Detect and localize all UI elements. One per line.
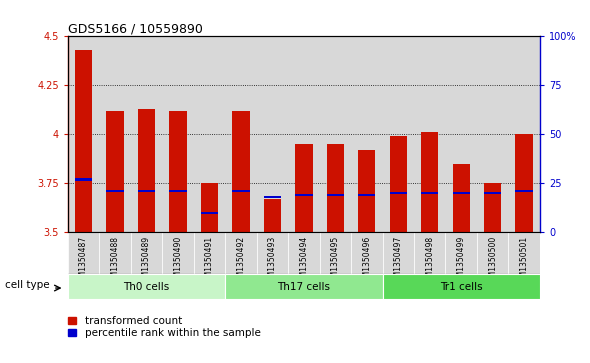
Bar [257,36,288,232]
Bar [516,190,533,192]
Bar [389,192,407,194]
Bar [169,111,186,232]
Legend: transformed count, percentile rank within the sample: transformed count, percentile rank withi… [68,316,260,338]
Bar [99,36,131,232]
Text: GSM1350489: GSM1350489 [142,236,151,287]
Bar [327,144,344,232]
Bar [484,192,502,194]
Bar [162,232,194,274]
Text: GSM1350500: GSM1350500 [488,236,497,287]
Bar [68,36,99,232]
Text: Tr1 cells: Tr1 cells [440,282,483,292]
Bar [477,232,509,274]
Bar [288,232,320,274]
Text: GSM1350493: GSM1350493 [268,236,277,287]
Bar [295,194,313,196]
Bar [201,212,218,214]
Bar [131,36,162,232]
Bar [421,192,438,194]
Bar [351,232,382,274]
Bar [138,109,155,232]
Bar [445,232,477,274]
Bar [232,111,250,232]
Bar [414,36,445,232]
Bar [232,190,250,192]
Bar [169,190,186,192]
Text: GSM1350499: GSM1350499 [457,236,466,287]
Bar [295,144,313,232]
Text: GSM1350497: GSM1350497 [394,236,403,287]
Bar [445,36,477,232]
Bar [68,232,99,274]
Bar [453,192,470,194]
Bar [194,232,225,274]
Bar [351,36,382,232]
Bar [389,136,407,232]
Bar [225,36,257,232]
Text: Th17 cells: Th17 cells [277,282,330,292]
Text: GSM1350494: GSM1350494 [299,236,309,287]
Bar [225,274,382,299]
Bar [75,50,92,232]
Text: GSM1350491: GSM1350491 [205,236,214,287]
Bar [264,199,281,232]
Bar [320,36,351,232]
Bar [138,190,155,192]
Bar [162,36,194,232]
Bar [484,183,502,232]
Bar [477,36,509,232]
Text: GSM1350490: GSM1350490 [173,236,182,287]
Bar [382,274,540,299]
Text: GSM1350498: GSM1350498 [425,236,434,287]
Bar [225,232,257,274]
Bar [358,150,375,232]
Bar [75,178,92,180]
Bar [106,190,124,192]
Bar [68,274,225,299]
Text: GDS5166 / 10559890: GDS5166 / 10559890 [68,22,203,35]
Text: GSM1350488: GSM1350488 [110,236,120,287]
Text: GSM1350495: GSM1350495 [331,236,340,287]
Bar [264,196,281,198]
Bar [131,232,162,274]
Bar [453,164,470,232]
Bar [382,232,414,274]
Bar [320,232,351,274]
Bar [509,36,540,232]
Text: GSM1350501: GSM1350501 [520,236,529,287]
Bar [509,232,540,274]
Bar [414,232,445,274]
Text: GSM1350492: GSM1350492 [237,236,245,287]
Bar [358,194,375,196]
Bar [201,183,218,232]
Bar [106,111,124,232]
Bar [194,36,225,232]
Bar [288,36,320,232]
Bar [421,132,438,232]
Text: Th0 cells: Th0 cells [123,282,170,292]
Bar [516,134,533,232]
Bar [257,232,288,274]
Bar [382,36,414,232]
Bar [99,232,131,274]
Text: cell type: cell type [5,281,50,290]
Bar [327,194,344,196]
Text: GSM1350496: GSM1350496 [362,236,371,287]
Text: GSM1350487: GSM1350487 [79,236,88,287]
